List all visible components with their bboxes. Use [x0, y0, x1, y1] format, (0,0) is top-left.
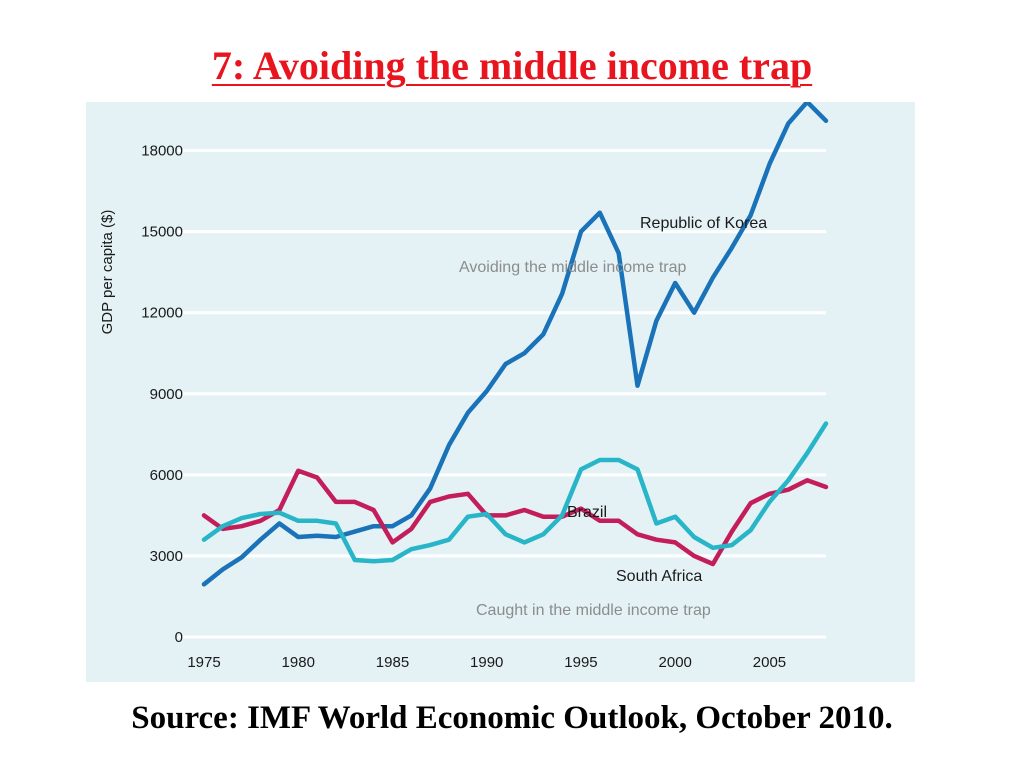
y-tick-label: 15000 — [141, 224, 183, 241]
y-tick-label: 0 — [175, 629, 183, 646]
annotation-avoiding-trap: Avoiding the middle income trap — [459, 259, 686, 276]
series-label-south-africa: South Africa — [616, 568, 702, 585]
y-tick-label: 18000 — [141, 143, 183, 160]
x-tick-label: 1975 — [187, 654, 220, 671]
series-line-korea — [201, 102, 829, 587]
x-tick-label: 1980 — [282, 654, 315, 671]
y-tick-label: 6000 — [150, 467, 183, 484]
x-tick-label: 1995 — [564, 654, 597, 671]
x-tick-label: 1990 — [470, 654, 503, 671]
series-label-korea: Republic of Korea — [640, 215, 767, 232]
y-axis-label: GDP per capita ($) — [99, 210, 116, 335]
chart-background — [86, 102, 915, 682]
y-tick-label: 12000 — [141, 305, 183, 322]
y-tick-labels: 0 3000 6000 9000 12000 15000 18000 — [141, 143, 183, 646]
series-label-brazil: Brazil — [567, 504, 607, 521]
x-tick-label: 2005 — [753, 654, 786, 671]
chart-svg: 0 3000 6000 9000 12000 15000 18000 1975 1980 198… — [86, 102, 915, 682]
series-lines — [201, 102, 829, 587]
slide-title: 7: Avoiding the middle income trap — [211, 43, 813, 88]
x-tick-labels: 1975 1980 1985 1990 1995 2000 2005 — [187, 654, 786, 671]
x-tick-label: 2000 — [659, 654, 692, 671]
gdp-line-chart: 0 3000 6000 9000 12000 15000 18000 1975 1980 198… — [86, 102, 915, 682]
annotation-caught-in-trap: Caught in the middle income trap — [476, 602, 711, 619]
y-tick-label: 9000 — [150, 386, 183, 403]
x-tick-label: 1985 — [376, 654, 409, 671]
gridlines — [178, 149, 826, 639]
source-note: Source: IMF World Economic Outlook, Octo… — [131, 700, 893, 736]
series-line-south-africa — [201, 421, 829, 564]
y-tick-label: 3000 — [150, 548, 183, 565]
